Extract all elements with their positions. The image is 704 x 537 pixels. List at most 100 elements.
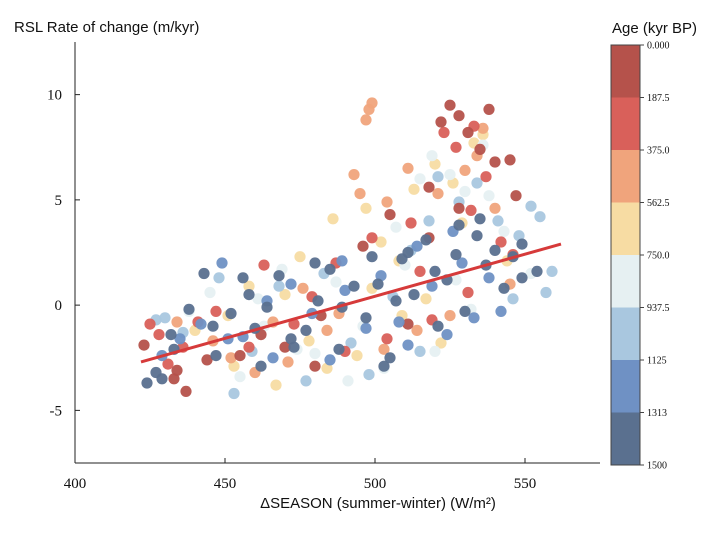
scatter-point: [444, 169, 456, 181]
colorbar-segment: [611, 202, 640, 256]
scatter-point: [477, 122, 489, 134]
scatter-point: [471, 230, 483, 242]
colorbar-label: 1125: [647, 356, 667, 367]
scatter-point: [234, 371, 246, 383]
scatter-point: [267, 352, 279, 364]
scatter-point: [213, 272, 225, 284]
scatter-point: [234, 350, 246, 362]
scatter-point: [456, 257, 468, 269]
scatter-point: [348, 169, 360, 181]
scatter-point: [420, 234, 432, 246]
scatter-point: [258, 259, 270, 271]
scatter-point: [327, 213, 339, 225]
scatter-point: [450, 141, 462, 153]
scatter-point: [492, 215, 504, 227]
scatter-point: [483, 190, 495, 202]
y-tick-label: 10: [47, 88, 62, 104]
scatter-point: [516, 272, 528, 284]
scatter-point: [288, 341, 300, 353]
scatter-point: [366, 232, 378, 244]
scatter-point: [540, 286, 552, 299]
scatter-point: [534, 211, 546, 223]
scatter-point: [207, 320, 219, 332]
scatter-point: [354, 188, 366, 200]
scatter-point: [405, 217, 417, 229]
scatter-point: [165, 329, 177, 341]
scatter-point: [393, 316, 405, 328]
colorbar-segment: [611, 150, 640, 203]
y-tick-label: -5: [50, 403, 63, 419]
scatter-point: [432, 171, 444, 183]
scatter-point: [360, 322, 372, 334]
scatter-point: [453, 219, 465, 231]
scatter-point: [390, 295, 402, 307]
scatter-point: [453, 202, 465, 214]
scatter-point: [174, 333, 186, 345]
scatter-point: [201, 354, 213, 366]
scatter-points: [138, 97, 558, 400]
scatter-point: [204, 286, 216, 299]
scatter-point: [159, 312, 171, 324]
scatter-point: [408, 183, 420, 195]
scatter-point: [198, 267, 210, 280]
scatter-point: [294, 251, 306, 263]
scatter-point: [402, 318, 414, 330]
scatter-point: [513, 230, 525, 242]
scatter-point: [339, 284, 351, 296]
scatter-point: [282, 356, 294, 368]
scatter-point: [243, 280, 255, 292]
scatter-point: [153, 329, 165, 341]
scatter-point: [444, 310, 456, 322]
scatter-point: [459, 305, 471, 317]
colorbar-segment: [611, 97, 640, 151]
scatter-point: [360, 202, 372, 214]
scatter-point: [348, 280, 360, 292]
scatter-point: [378, 343, 390, 355]
colorbar-label: 1313: [647, 408, 667, 419]
scatter-point: [252, 293, 264, 305]
scatter-point: [372, 278, 384, 290]
colorbar-label: 750.0: [647, 251, 670, 262]
scatter-point: [450, 274, 462, 286]
scatter-point: [495, 305, 507, 317]
scatter-point: [483, 103, 495, 115]
scatter-point: [435, 116, 447, 128]
scatter-point: [225, 307, 237, 320]
y-axis-label: RSL Rate of change (m/kyr): [14, 19, 199, 36]
scatter-point: [366, 97, 378, 109]
scatter-point: [345, 337, 357, 349]
scatter-point: [309, 360, 321, 372]
scatter-point: [459, 185, 471, 198]
colorbar-segment: [611, 360, 640, 413]
scatter-point: [279, 289, 291, 301]
scatter-point: [450, 249, 462, 261]
scatter-point: [429, 265, 441, 277]
scatter-point: [216, 257, 228, 269]
scatter-point: [462, 126, 474, 139]
scatter-point: [303, 335, 315, 347]
scatter-point: [300, 324, 312, 336]
scatter-point: [357, 240, 369, 252]
scatter-point: [474, 143, 486, 155]
scatter-point: [342, 375, 354, 387]
scatter-point: [483, 272, 495, 284]
scatter-point: [324, 263, 336, 275]
scatter-point: [459, 164, 471, 176]
scatter-point: [384, 352, 396, 364]
scatter-point: [330, 276, 342, 288]
colorbar-segment: [611, 255, 640, 308]
x-axis-label: ΔSEASON (summer-winter) (W/m²): [260, 495, 496, 512]
trendline: [140, 242, 562, 364]
scatter-point: [411, 240, 423, 252]
scatter-point: [171, 316, 183, 328]
scatter-point: [516, 238, 528, 250]
scatter-point: [156, 373, 168, 385]
scatter-point: [474, 213, 486, 225]
colorbar-label: 937.5: [647, 303, 670, 314]
scatter-point: [426, 280, 438, 292]
scatter-point: [141, 377, 153, 389]
scatter-point: [270, 379, 282, 391]
scatter-point: [162, 358, 174, 370]
scatter-point: [435, 337, 447, 349]
scatter-point: [195, 318, 207, 330]
